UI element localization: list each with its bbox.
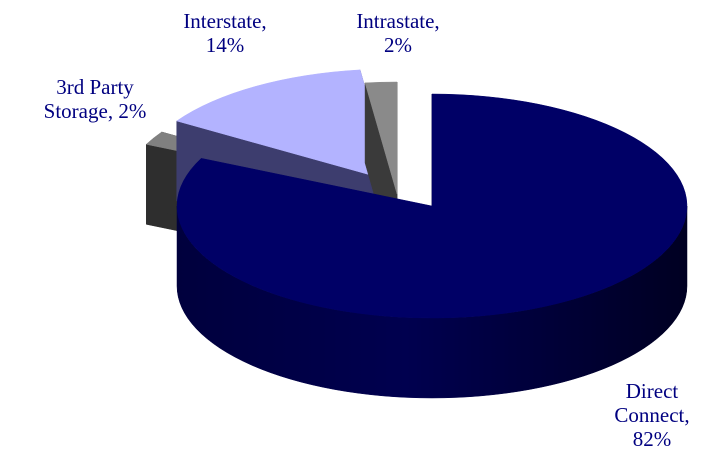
pie-slice-direct-connect	[176, 93, 688, 399]
slice-label-intrastate: Intrastate, 2%	[356, 9, 439, 57]
slice-label-3rd-party-storage: 3rd Party Storage, 2%	[44, 75, 147, 123]
slice-label-direct-connect: Direct Connect, 82%	[614, 379, 689, 451]
slice-label-interstate: Interstate, 14%	[183, 9, 266, 57]
